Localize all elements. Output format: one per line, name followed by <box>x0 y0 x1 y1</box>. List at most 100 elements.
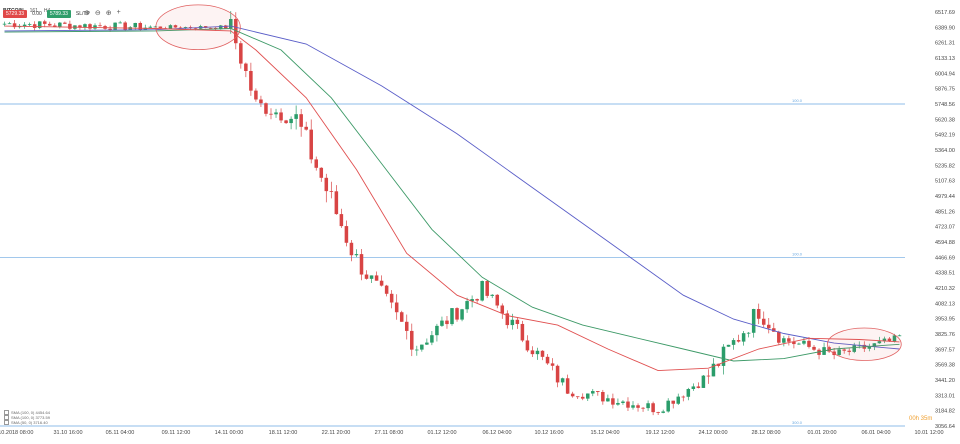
indicator-row[interactable]: SMA (50, 0) 3716.40 <box>4 420 50 425</box>
candle-body <box>591 391 595 394</box>
candle-body <box>369 275 374 279</box>
y-tick-label: 6517.69 <box>935 10 955 16</box>
candle-body <box>118 22 122 24</box>
checkbox-icon[interactable] <box>4 420 9 425</box>
candle-body <box>410 330 414 350</box>
candle-body <box>751 309 756 333</box>
y-tick-label: 5235.82 <box>935 163 955 169</box>
candle-body <box>173 25 178 28</box>
buy-button[interactable]: 5789.33 <box>46 10 71 18</box>
candle-body <box>520 323 525 341</box>
checkbox-icon[interactable] <box>4 410 9 415</box>
y-tick-label: 6261.31 <box>935 41 955 47</box>
candle-body <box>123 22 127 30</box>
candle-body <box>244 63 248 71</box>
candle-body <box>475 299 479 301</box>
zoom-in-icon[interactable]: ⊕ <box>105 10 112 17</box>
candle-body <box>580 396 585 399</box>
candle-body <box>631 405 635 408</box>
candle-body <box>42 21 47 24</box>
candle-body <box>98 25 102 27</box>
candle-body <box>7 23 12 25</box>
candle-body <box>641 407 645 409</box>
x-tick-label: 14.11 00:00 <box>215 430 244 436</box>
candle-body <box>78 25 82 28</box>
candle-body <box>2 23 7 25</box>
candle-body <box>168 25 173 29</box>
candle-body <box>646 403 650 409</box>
candle-body <box>550 363 555 366</box>
candle-body <box>12 23 17 28</box>
candle-body <box>440 320 444 326</box>
indicator-row[interactable]: SMA (100, 0) 4454.64 <box>4 410 50 415</box>
y-tick-label: 6004.94 <box>935 71 955 77</box>
candle-body <box>696 386 701 388</box>
candle-body <box>133 22 137 28</box>
y-tick-label: 4594.88 <box>935 240 955 246</box>
x-tick-label: 10.01 12:00 <box>914 430 943 436</box>
zoom-out-icon[interactable]: ⊖ <box>94 10 101 17</box>
spread-value: 0.00 <box>32 11 42 17</box>
sell-button[interactable]: 5729.33 <box>3 10 28 18</box>
y-tick-label: 3825.76 <box>935 332 955 338</box>
sltp-button[interactable]: SL/TP <box>75 11 90 17</box>
candle-body <box>746 332 751 334</box>
candle-body <box>93 25 97 29</box>
candle-body <box>842 349 846 351</box>
candle-body <box>289 118 293 124</box>
x-tick-label: 05.11 04:00 <box>106 430 135 436</box>
candle-body <box>892 335 897 342</box>
candle-body <box>480 281 484 301</box>
candle-body <box>661 411 665 413</box>
candle-body <box>601 391 605 402</box>
candle-body <box>756 309 761 319</box>
ellipse-annotation <box>826 327 902 361</box>
candle-body <box>279 112 283 121</box>
candle-body <box>792 341 796 345</box>
candle-body <box>420 344 424 350</box>
indicator-row[interactable]: SMA (100, 0) 3773.59 <box>4 415 50 420</box>
candle-body <box>485 281 489 296</box>
candle-body <box>153 26 158 28</box>
candle-body <box>213 27 218 30</box>
y-tick-label: 3313.01 <box>935 393 955 399</box>
x-tick-label: 24.12 00:00 <box>698 430 727 436</box>
y-tick-label: 4210.32 <box>935 286 955 292</box>
candle-body <box>701 375 706 388</box>
candle-body <box>636 405 640 408</box>
candle-body <box>887 338 892 342</box>
candle-body <box>545 356 550 364</box>
indicator-label: SMA (100, 0) 3773.59 <box>11 415 50 420</box>
candle-body <box>435 325 439 336</box>
candle-countdown: 00h 35m <box>909 416 933 422</box>
x-tick-label: 31.10 16:00 <box>53 430 82 436</box>
y-tick-label: 4979.44 <box>935 194 955 200</box>
candle-body <box>807 340 811 347</box>
checkbox-icon[interactable] <box>4 415 9 420</box>
candle-body <box>254 90 258 100</box>
x-tick-label: 18.11 12:00 <box>269 430 298 436</box>
y-tick-label: 3569.38 <box>935 363 955 369</box>
order-panel: 5729.33 0.00 5789.33 SL/TP <box>3 10 90 18</box>
candle-body <box>716 363 721 366</box>
candle-body <box>510 319 515 326</box>
plus-icon[interactable]: + <box>116 9 121 16</box>
candle-body <box>626 401 630 408</box>
candle-body <box>882 338 887 342</box>
candle-body <box>686 389 691 397</box>
y-tick-label: 6133.13 <box>935 56 955 62</box>
candle-body <box>570 393 575 397</box>
candle-body <box>847 350 851 352</box>
candle-body <box>158 26 163 29</box>
candle-body <box>68 23 72 29</box>
crosshair-icon[interactable]: ⊕ <box>84 10 90 17</box>
x-tick-label: 09.11 12:00 <box>162 430 191 436</box>
x-tick-label: 10.12 16:00 <box>534 430 563 436</box>
candle-body <box>88 24 92 29</box>
y-tick-label: 5107.63 <box>935 179 955 185</box>
candle-body <box>721 346 726 366</box>
candle-body <box>445 320 449 325</box>
x-tick-label: 19.12 12:00 <box>645 430 674 436</box>
